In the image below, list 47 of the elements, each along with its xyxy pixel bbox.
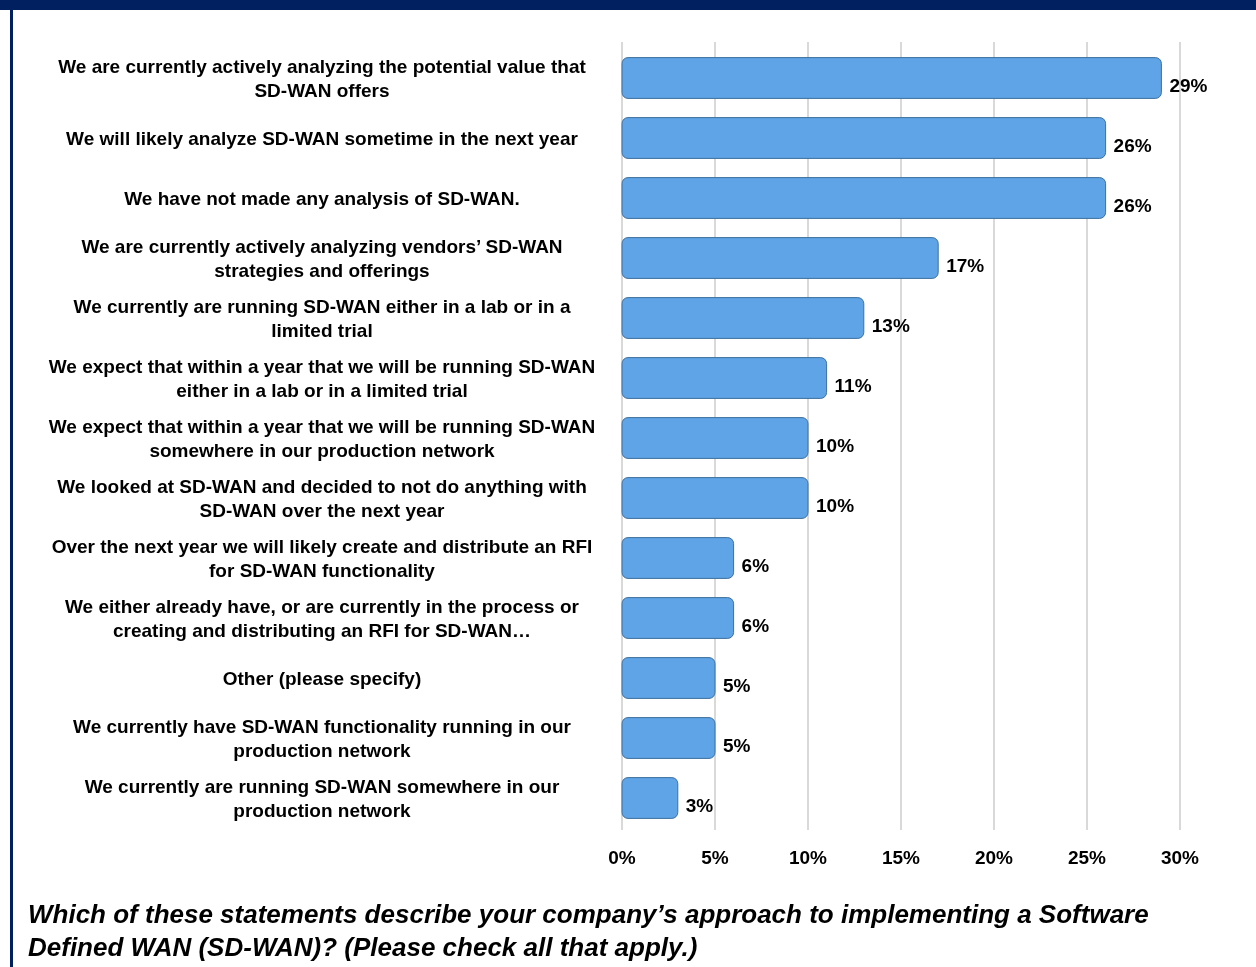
y-tick-label: We looked at SD-WAN and decided to not do anything with SD-WAN over the next year [57,476,587,521]
x-tick-label: 20% [974,847,1014,868]
y-tick-label: We currently have SD-WAN functionality running in our production network [73,716,572,761]
data-label: 26% [1113,195,1152,216]
data-label: 5% [723,735,751,756]
bar [621,417,809,459]
bar [621,117,1107,159]
y-tick-label: We expect that within a year that we will be running SD-WAN either in a lab or in a limited trial [48,356,596,401]
y-tick-label: Over the next year we will likely create and distribute an RFI for SD-WAN functionality [51,536,593,581]
bar [621,537,735,579]
y-tick-label: We have not made any analysis of SD-WAN. [124,188,520,209]
y-tick-label: We will likely analyze SD-WAN sometime in the next year [66,128,579,149]
data-label: 3% [685,795,714,816]
bar [621,477,809,519]
y-tick-label: We either already have, or are currently in the process or creating and distributing an RFI for SD-WAN… [65,596,580,641]
x-tick-label: 0% [608,847,636,868]
data-label: 5% [723,675,751,696]
data-label: 6% [741,555,770,576]
data-label: 17% [946,255,985,276]
bar [621,57,1162,99]
y-tick-label: We currently are running SD-WAN somewhere in our production network [84,776,560,821]
bar [621,177,1107,219]
bar [621,717,716,759]
y-tick-label: We are currently actively analyzing the potential value that SD-WAN offers [58,56,587,101]
bar [621,657,716,699]
text: Which of these statements describe your company’s approach to implementing a Software Defined WAN (SD-WAN)? (Please check all that apply.) [28,899,1149,962]
y-tick-label: We are currently actively analyzing vendors’ SD-WAN strategies and offerings [81,236,563,281]
data-label: 10% [816,495,855,516]
data-label: 6% [741,615,770,636]
bar [621,357,828,399]
bar [621,777,679,819]
bar [621,297,865,339]
data-label: 29% [1169,75,1208,96]
bar [621,597,735,639]
y-tick-label: We currently are running SD-WAN either in a lab or in a limited trial [73,296,571,341]
x-tick-label: 15% [881,847,921,868]
data-label: 10% [816,435,855,456]
x-tick-label: 25% [1067,847,1107,868]
x-tick-label: 10% [788,847,828,868]
data-label: 26% [1113,135,1152,156]
y-tick-label: We expect that within a year that we will be running SD-WAN somewhere in our production network [48,416,596,461]
data-label: 13% [871,315,910,336]
x-tick-label: 30% [1160,847,1200,868]
bar [621,237,939,279]
y-tick-label: Other (please specify) [222,668,422,689]
x-tick-label: 5% [701,847,729,868]
data-label: 11% [834,375,872,396]
